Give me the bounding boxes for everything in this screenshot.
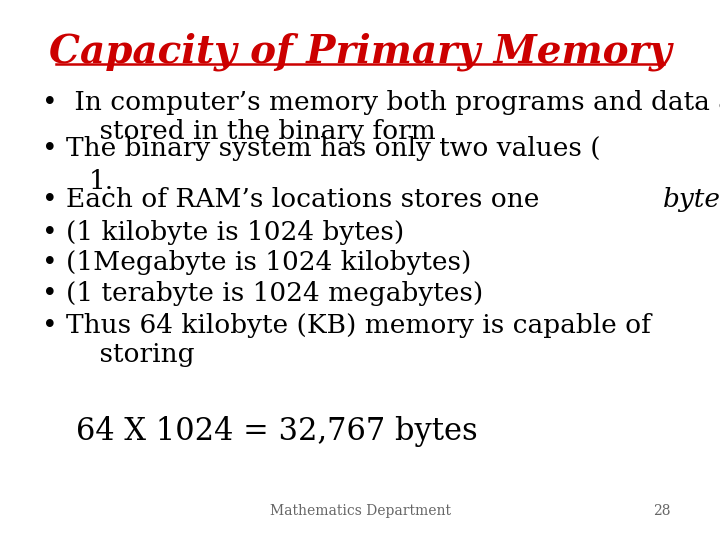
Text: byte: byte [663, 187, 720, 212]
Text: •: • [42, 281, 58, 306]
Text: (1 kilobyte is 1024 bytes): (1 kilobyte is 1024 bytes) [66, 220, 405, 245]
Text: •: • [42, 187, 58, 212]
Text: 1.: 1. [89, 169, 114, 194]
Text: Each of RAM’s locations stores one: Each of RAM’s locations stores one [66, 187, 548, 212]
Text: •: • [42, 313, 58, 338]
Text: 28: 28 [654, 504, 671, 518]
Text: •: • [42, 90, 58, 114]
Text: (1Megabyte is 1024 kilobytes): (1Megabyte is 1024 kilobytes) [66, 251, 472, 275]
Text: Mathematics Department: Mathematics Department [269, 504, 451, 518]
Text: In computer’s memory both programs and data are
    stored in the binary form: In computer’s memory both programs and d… [66, 90, 720, 144]
Text: (1 terabyte is 1024 megabytes): (1 terabyte is 1024 megabytes) [66, 281, 484, 306]
Text: The binary system has only two values (: The binary system has only two values ( [66, 136, 601, 161]
Text: Thus 64 kilobyte (KB) memory is capable of
    storing: Thus 64 kilobyte (KB) memory is capable … [66, 313, 651, 367]
Text: •: • [42, 220, 58, 245]
Text: •: • [42, 136, 58, 161]
Text: •: • [42, 251, 58, 275]
Text: 64 X 1024 = 32,767 bytes: 64 X 1024 = 32,767 bytes [76, 416, 478, 447]
Text: Capacity of Primary Memory: Capacity of Primary Memory [49, 32, 671, 71]
